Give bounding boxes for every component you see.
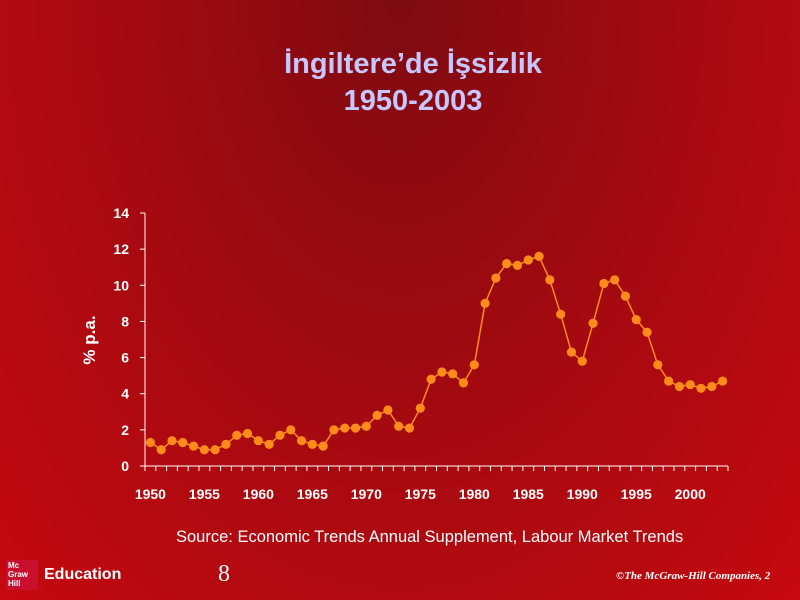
data-point	[156, 445, 166, 455]
data-point	[620, 291, 631, 301]
data-point	[577, 356, 587, 366]
data-point	[372, 410, 382, 420]
data-point	[307, 439, 317, 449]
data-point	[178, 437, 188, 448]
x-tick-label: 1955	[189, 486, 220, 502]
y-tick-label: 4	[121, 386, 129, 402]
data-point	[469, 360, 479, 370]
data-point	[707, 381, 717, 392]
data-point	[167, 436, 177, 446]
x-tick-label: 1975	[405, 486, 436, 502]
data-point	[556, 309, 566, 319]
page-number: 8	[218, 561, 230, 587]
data-point	[210, 445, 220, 455]
data-point	[480, 298, 490, 308]
data-point	[502, 259, 512, 269]
title-line-2: 1950-2003	[343, 85, 483, 117]
data-point	[383, 405, 393, 415]
data-point	[329, 425, 339, 435]
logo-box: Mc Graw Hill	[6, 560, 38, 590]
x-tick-label: 1980	[459, 486, 490, 502]
data-point	[491, 273, 501, 283]
y-axis-label: % p.a.	[80, 315, 99, 364]
data-point	[318, 441, 328, 451]
x-tick-label: 2000	[675, 486, 706, 502]
y-tick-label: 12	[113, 241, 129, 257]
data-point	[512, 260, 523, 271]
logo-line: Graw	[8, 570, 29, 579]
y-tick-label: 8	[121, 313, 129, 329]
data-point	[199, 445, 209, 455]
data-point	[610, 275, 620, 285]
chart-axes: 0 2 4 6 8 10 12 14 1950 1955 1960 1965 1970 1975 1980 1…	[113, 205, 729, 502]
x-tick-label: 1990	[567, 486, 598, 502]
data-point	[340, 423, 350, 433]
x-tick-label: 1950	[135, 486, 166, 502]
x-tick-label: 1965	[297, 486, 328, 502]
data-point	[264, 439, 274, 449]
data-point	[286, 425, 296, 435]
source-note: Source: Economic Trends Annual Supplemen…	[176, 528, 684, 546]
data-point	[458, 378, 469, 388]
logo-line: Mc	[8, 561, 20, 570]
data-point	[685, 380, 695, 390]
y-tick-label: 10	[113, 277, 129, 293]
data-point	[718, 376, 728, 386]
chart-series	[145, 251, 728, 455]
data-point	[545, 275, 555, 285]
data-point	[232, 430, 242, 440]
data-point	[275, 430, 285, 440]
x-tick-label: 1995	[621, 486, 652, 502]
data-point	[674, 381, 685, 392]
data-point	[361, 421, 371, 431]
data-point	[296, 436, 307, 446]
data-point	[599, 278, 609, 289]
x-tick-label: 1970	[351, 486, 382, 502]
data-point	[642, 327, 652, 337]
data-point	[426, 374, 436, 384]
x-tick-label: 1960	[243, 486, 274, 502]
data-point	[566, 347, 577, 357]
mcgraw-hill-logo: Mc Graw Hill Education	[6, 560, 121, 590]
data-point	[188, 441, 199, 451]
data-point	[350, 423, 361, 433]
data-point	[534, 251, 544, 261]
y-tick-label: 0	[121, 458, 129, 474]
data-point	[631, 315, 641, 325]
y-tick-label: 6	[121, 350, 129, 366]
x-tick-label: 1985	[513, 486, 544, 502]
y-tick-label: 2	[121, 422, 129, 438]
data-point	[653, 360, 663, 370]
data-point	[448, 369, 458, 379]
data-point	[253, 436, 263, 446]
data-point	[221, 439, 231, 449]
copyright-notice: ©The McGraw-Hill Companies, 2	[616, 570, 771, 582]
data-point	[404, 423, 415, 433]
slide-title: İngiltere’de İşsizlik 1950-2003	[0, 46, 800, 120]
series-line	[149, 255, 723, 451]
data-point	[523, 255, 533, 265]
data-point	[437, 367, 447, 377]
data-point	[394, 421, 404, 431]
data-point	[588, 318, 598, 328]
data-point	[696, 383, 706, 393]
data-point	[145, 437, 155, 448]
logo-education-text: Education	[44, 566, 122, 583]
logo-line: Hill	[8, 579, 21, 588]
y-tick-label: 14	[113, 205, 129, 221]
title-line-1: İngiltere’de İşsizlik	[284, 48, 542, 80]
data-point	[242, 428, 253, 439]
data-point	[664, 376, 674, 386]
data-point	[415, 403, 425, 413]
